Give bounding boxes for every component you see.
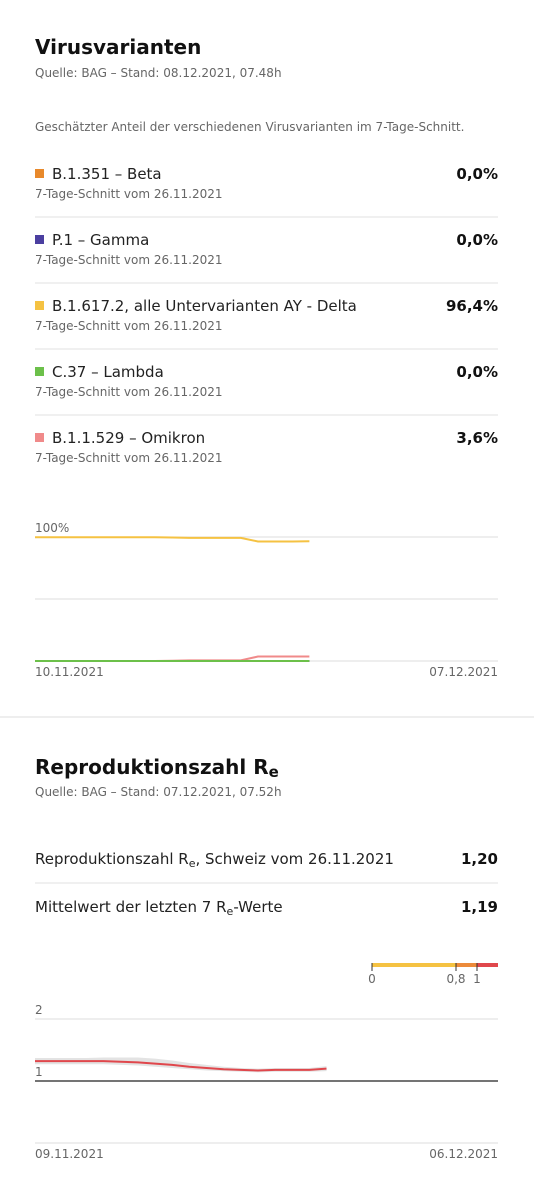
text-part: e	[189, 857, 196, 870]
variant-date: 7-Tage-Schnitt vom 26.11.2021	[35, 253, 223, 267]
variant-date: 7-Tage-Schnitt vom 26.11.2021	[35, 187, 223, 201]
description: Geschätzter Anteil der verschiedenen Vir…	[35, 120, 464, 134]
variant-name: B.1.1.529 – Omikron	[52, 429, 205, 447]
y-tick-label: 1	[35, 1065, 43, 1079]
section-title: Virusvarianten	[35, 35, 201, 59]
scale-label: 0	[368, 972, 376, 986]
x-tick-label: 09.11.2021	[35, 1147, 104, 1161]
row-label: Mittelwert der letzten 7 Re-Werte	[35, 898, 283, 918]
text-part: , Schweiz vom 26.11.2021	[196, 850, 394, 868]
scale-segment	[372, 963, 456, 967]
text-part: Mittelwert der letzten 7 R	[35, 898, 227, 916]
series-line	[35, 1060, 327, 1072]
legend-swatch	[35, 367, 44, 376]
x-tick-label: 07.12.2021	[429, 665, 498, 679]
variant-name: B.1.617.2, alle Untervarianten AY - Delt…	[52, 297, 357, 315]
x-tick-label: 10.11.2021	[35, 665, 104, 679]
variant-value: 0,0%	[456, 231, 498, 249]
y-tick-label: 2	[35, 1003, 43, 1017]
variant-date: 7-Tage-Schnitt vom 26.11.2021	[35, 451, 223, 465]
series-line	[35, 536, 310, 543]
row-value: 1,20	[461, 850, 498, 868]
y-tick-label: 100%	[35, 521, 69, 535]
title-text: Reproduktionszahl R	[35, 755, 269, 779]
legend-swatch	[35, 169, 44, 178]
variant-date: 7-Tage-Schnitt vom 26.11.2021	[35, 385, 223, 399]
scale-segment	[456, 963, 477, 967]
legend-swatch	[35, 301, 44, 310]
variant-value: 0,0%	[456, 165, 498, 183]
variant-value: 3,6%	[456, 429, 498, 447]
legend-swatch	[35, 433, 44, 442]
section-title: Reproduktionszahl Re	[35, 755, 279, 781]
scale-label: 0,8	[446, 972, 465, 986]
x-tick-label: 06.12.2021	[429, 1147, 498, 1161]
source: Quelle: BAG – Stand: 07.12.2021, 07.52h	[35, 785, 282, 799]
variant-value: 96,4%	[446, 297, 498, 315]
variant-value: 0,0%	[456, 363, 498, 381]
text-part: -Werte	[233, 898, 282, 916]
scale-segment	[477, 963, 498, 967]
text-part: e	[227, 905, 234, 918]
variant-date: 7-Tage-Schnitt vom 26.11.2021	[35, 319, 223, 333]
scale-label: 1	[473, 972, 481, 986]
source: Quelle: BAG – Stand: 08.12.2021, 07.48h	[35, 66, 282, 80]
variant-name: C.37 – Lambda	[52, 363, 164, 381]
row-label: Reproduktionszahl Re, Schweiz vom 26.11.…	[35, 850, 394, 870]
legend-swatch	[35, 235, 44, 244]
row-value: 1,19	[461, 898, 498, 916]
variant-name: P.1 – Gamma	[52, 231, 149, 249]
text-part: Reproduktionszahl R	[35, 850, 189, 868]
variant-name: B.1.351 – Beta	[52, 165, 162, 183]
title-sub: e	[269, 763, 279, 781]
